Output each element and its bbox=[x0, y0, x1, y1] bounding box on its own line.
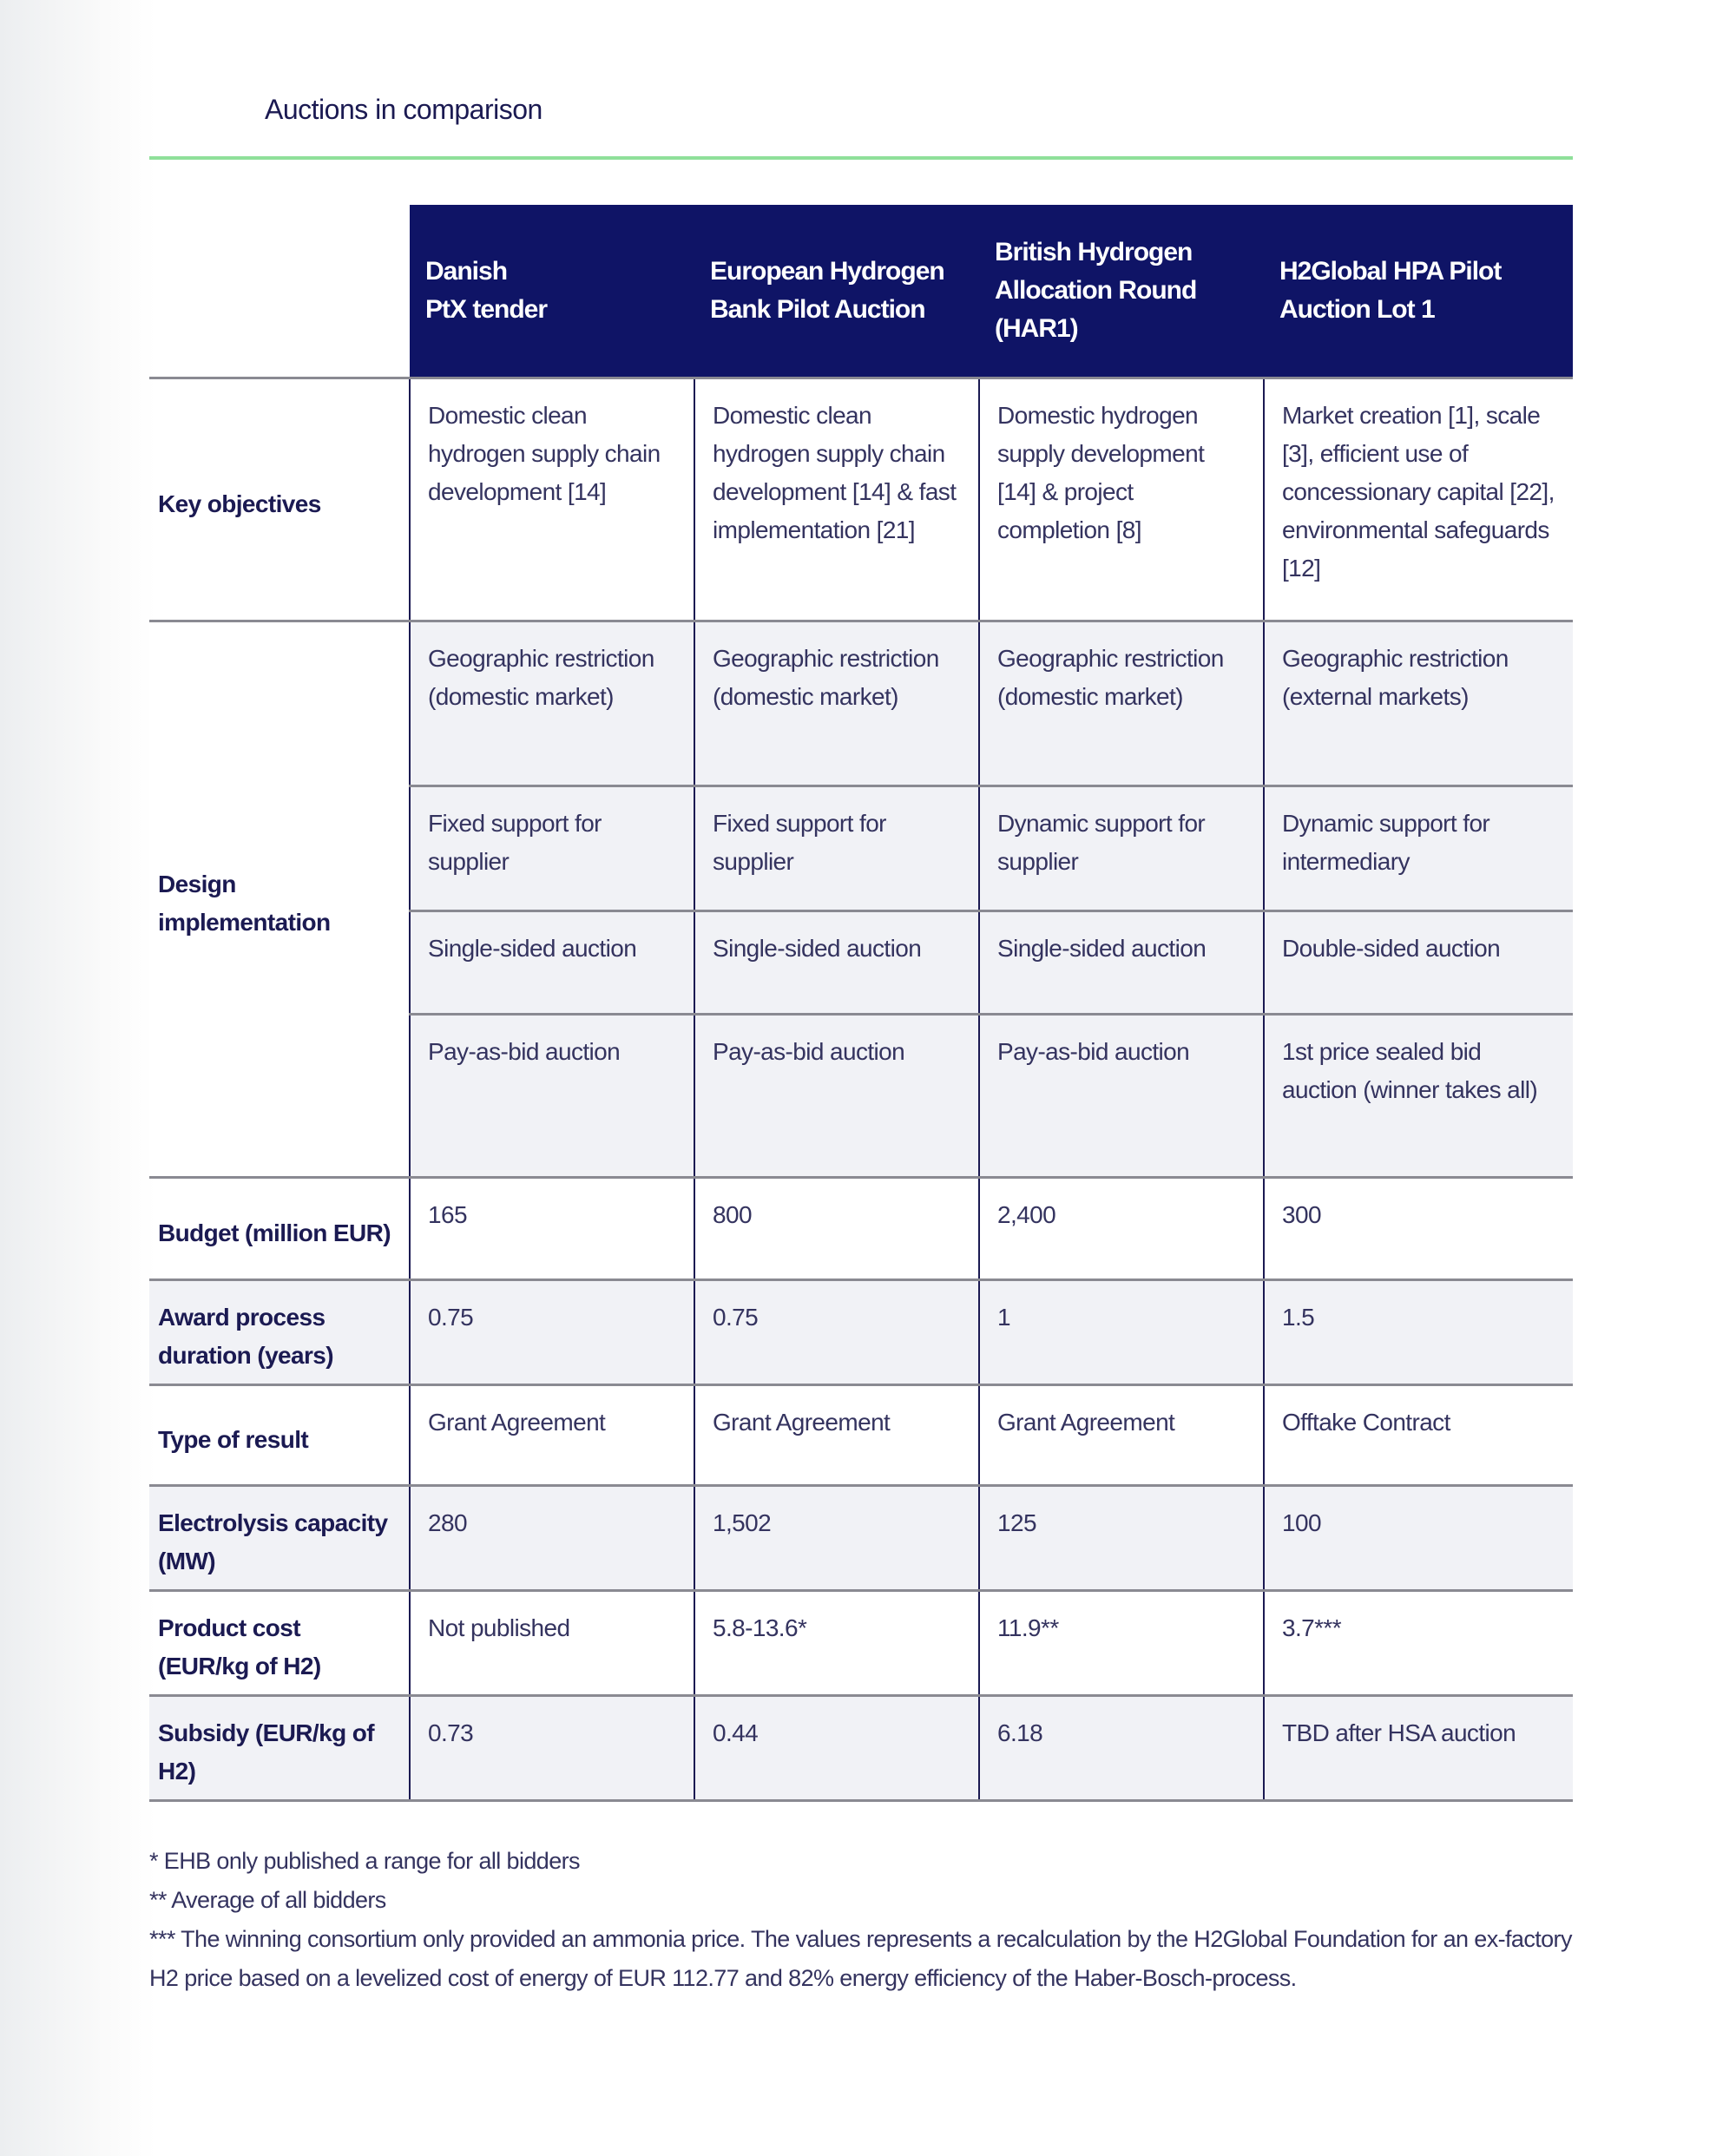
table-row: Design implementation Geographic restric… bbox=[149, 620, 1573, 1178]
table-cell: Pay-as-bid auction bbox=[978, 1013, 1264, 1178]
table-row: Fixed support for supplier Fixed support… bbox=[149, 785, 1573, 911]
table-cell: Grant Agreement bbox=[978, 1384, 1264, 1486]
table-cell: Single-sided auction bbox=[409, 910, 694, 1015]
row-label: Subsidy (EUR/kg of H2) bbox=[149, 1694, 410, 1802]
divider bbox=[149, 156, 1573, 160]
table-cell: 2,400 bbox=[978, 1176, 1264, 1280]
table-cell: Geographic restriction (domestic market) bbox=[694, 620, 979, 786]
table-cell: 1,502 bbox=[694, 1484, 979, 1591]
table-row: Electrolysis capacity (MW) 280 1,502 125… bbox=[149, 1484, 1573, 1591]
table-cell: 165 bbox=[409, 1176, 694, 1280]
table-cell: Single-sided auction bbox=[978, 910, 1264, 1015]
table-cell: 0.73 bbox=[409, 1694, 694, 1802]
table-row: Single-sided auction Single-sided auctio… bbox=[149, 910, 1573, 1015]
footnote: * EHB only published a range for all bid… bbox=[149, 1848, 581, 1874]
table-cell: 3.7*** bbox=[1263, 1589, 1573, 1696]
table-cell: 6.18 bbox=[978, 1694, 1264, 1802]
table-row: Product cost (EUR/kg of H2) Not publishe… bbox=[149, 1589, 1573, 1696]
table-cell: 0.75 bbox=[409, 1278, 694, 1385]
column-header: Danish PtX tender bbox=[410, 205, 694, 378]
table-row: Subsidy (EUR/kg of H2) 0.73 0.44 6.18 TB… bbox=[149, 1694, 1573, 1802]
table-cell: Domestic hydrogen supply development [14… bbox=[978, 377, 1264, 621]
table-cell: 100 bbox=[1263, 1484, 1573, 1591]
header-blank bbox=[149, 205, 410, 378]
table-cell: Dynamic support for intermediary bbox=[1263, 785, 1573, 911]
table-cell: Fixed support for supplier bbox=[409, 785, 694, 911]
table-cell: 11.9** bbox=[978, 1589, 1264, 1696]
table-cell: Market creation [1], scale [3], efficien… bbox=[1263, 377, 1573, 621]
auction-comparison-table: Danish PtX tender European Hydrogen Bank… bbox=[149, 205, 1573, 1802]
row-label: Key objectives bbox=[149, 377, 410, 621]
table-row: Type of result Grant Agreement Grant Agr… bbox=[149, 1384, 1573, 1486]
footnote: *** The winning consortium only provided… bbox=[149, 1926, 1572, 1991]
table-cell: Domestic clean hydrogen supply chain dev… bbox=[409, 377, 694, 621]
table-cell: Offtake Contract bbox=[1263, 1384, 1573, 1486]
column-header: H2Global HPA Pilot Auction Lot 1 bbox=[1264, 205, 1573, 378]
table-row: Pay-as-bid auction Pay-as-bid auction Pa… bbox=[149, 1013, 1573, 1178]
table-cell: Pay-as-bid auction bbox=[409, 1013, 694, 1178]
table-cell: 1.5 bbox=[1263, 1278, 1573, 1385]
table-cell: Not published bbox=[409, 1589, 694, 1696]
row-label: Budget (million EUR) bbox=[149, 1176, 410, 1280]
column-header: European Hydrogen Bank Pilot Auction bbox=[694, 205, 979, 378]
table-cell: Domestic clean hydrogen supply chain dev… bbox=[694, 377, 979, 621]
table-cell: 125 bbox=[978, 1484, 1264, 1591]
table-cell: 1st price sealed bid auction (winner tak… bbox=[1263, 1013, 1573, 1178]
header-row: Danish PtX tender European Hydrogen Bank… bbox=[149, 205, 1573, 378]
table-row: Award process duration (years) 0.75 0.75… bbox=[149, 1278, 1573, 1385]
table-cell: Grant Agreement bbox=[409, 1384, 694, 1486]
column-header: British Hydrogen Allocation Round (HAR1) bbox=[979, 205, 1264, 378]
table-row: Key objectives Domestic clean hydrogen s… bbox=[149, 377, 1573, 621]
table-cell: 800 bbox=[694, 1176, 979, 1280]
page-title: Auctions in comparison bbox=[265, 94, 542, 125]
table-cell: Grant Agreement bbox=[694, 1384, 979, 1486]
table-cell: 5.8-13.6* bbox=[694, 1589, 979, 1696]
row-label: Product cost (EUR/kg of H2) bbox=[149, 1589, 410, 1696]
row-label: Award process duration (years) bbox=[149, 1278, 410, 1385]
table-cell: Geographic restriction (external markets… bbox=[1263, 620, 1573, 786]
table-cell: Dynamic support for supplier bbox=[978, 785, 1264, 911]
table-cell: Single-sided auction bbox=[694, 910, 979, 1015]
table-cell: Pay-as-bid auction bbox=[694, 1013, 979, 1178]
row-label: Electrolysis capacity (MW) bbox=[149, 1484, 410, 1591]
table-cell: 1 bbox=[978, 1278, 1264, 1385]
table-row: Budget (million EUR) 165 800 2,400 300 bbox=[149, 1176, 1573, 1280]
table-cell: Geographic restriction (domestic market) bbox=[409, 620, 694, 786]
table-cell: TBD after HSA auction bbox=[1263, 1694, 1573, 1802]
footnote: ** Average of all bidders bbox=[149, 1887, 386, 1913]
table-cell: Geographic restriction (domestic market) bbox=[978, 620, 1264, 786]
row-label: Type of result bbox=[149, 1384, 410, 1486]
table-cell: 0.44 bbox=[694, 1694, 979, 1802]
table-cell: 0.75 bbox=[694, 1278, 979, 1385]
row-label: Design implementation bbox=[149, 620, 410, 1178]
table-cell: Double-sided auction bbox=[1263, 910, 1573, 1015]
table-cell: Fixed support for supplier bbox=[694, 785, 979, 911]
table-cell: 300 bbox=[1263, 1176, 1573, 1280]
footnotes: * EHB only published a range for all bid… bbox=[149, 1842, 1573, 1998]
table-cell: 280 bbox=[409, 1484, 694, 1591]
